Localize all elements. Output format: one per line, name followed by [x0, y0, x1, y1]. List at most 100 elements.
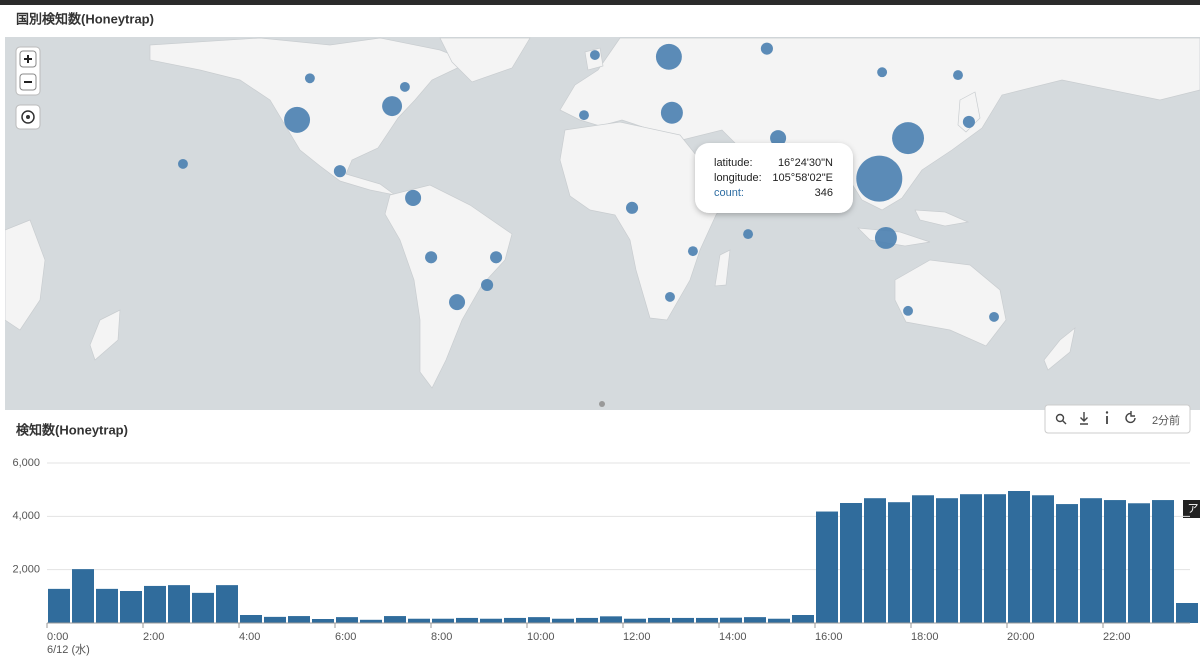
- bar: [216, 585, 238, 623]
- map-marker[interactable]: [405, 189, 422, 206]
- bar: [696, 617, 718, 623]
- tooltip-longitude-label: longitude:: [714, 172, 762, 184]
- map-marker[interactable]: [284, 106, 311, 133]
- map-marker[interactable]: [770, 130, 787, 147]
- download-icon[interactable]: [1080, 412, 1088, 425]
- bar: [192, 592, 214, 623]
- bar: [456, 617, 478, 623]
- map-marker[interactable]: [655, 43, 682, 70]
- y-tick-label: 2,000: [12, 564, 40, 576]
- chart-panel-title: 検知数(Honeytrap): [16, 422, 128, 437]
- map-marker[interactable]: [903, 305, 913, 316]
- bar: [168, 585, 190, 623]
- map-marker[interactable]: [760, 42, 773, 55]
- map-marker[interactable]: [178, 158, 188, 169]
- updated-time: 2分前: [1152, 413, 1180, 427]
- bar: [1032, 495, 1054, 623]
- x-tick-label: 14:00: [719, 631, 747, 643]
- scroll-dot: [599, 401, 605, 407]
- map-marker[interactable]: [989, 311, 999, 322]
- bar: [1128, 503, 1150, 623]
- bar: [264, 616, 286, 623]
- x-tick-label: 6:00: [335, 631, 356, 643]
- bar: [768, 618, 790, 623]
- land: [5, 37, 1200, 389]
- x-tick-label: 16:00: [815, 631, 843, 643]
- toolbar-box: [1044, 404, 1191, 434]
- map-marker[interactable]: [953, 70, 963, 81]
- locate-icon-dot: [26, 115, 30, 119]
- map-marker[interactable]: [856, 155, 903, 202]
- x-sublabel: 6/12 (水): [47, 643, 90, 656]
- x-tick-label: 10:00: [527, 631, 555, 643]
- world-map[interactable]: latitude: 16°24'30"N longitude: 105°58'0…: [5, 37, 1200, 410]
- top-bar: [0, 0, 1200, 5]
- map-marker[interactable]: [877, 67, 888, 78]
- map-marker[interactable]: [333, 165, 346, 178]
- map-marker[interactable]: [874, 226, 897, 249]
- markers: [178, 42, 999, 322]
- map-panel-title: 国別検知数(Honeytrap): [16, 11, 154, 26]
- map-marker[interactable]: [579, 110, 589, 121]
- bar: [144, 585, 166, 623]
- bar: [384, 616, 406, 623]
- map-marker[interactable]: [382, 96, 403, 117]
- bar: [336, 617, 358, 623]
- map-marker[interactable]: [490, 251, 503, 264]
- bar: [600, 616, 622, 623]
- search-icon-handle: [1062, 420, 1067, 425]
- map-marker[interactable]: [665, 291, 675, 302]
- bar: [792, 615, 814, 623]
- x-tick-label: 4:00: [239, 631, 260, 643]
- map-marker[interactable]: [425, 251, 438, 264]
- map-marker[interactable]: [399, 81, 410, 92]
- map-marker[interactable]: [625, 201, 639, 214]
- bar: [288, 616, 310, 623]
- map-marker[interactable]: [660, 101, 683, 124]
- bar: [552, 618, 574, 623]
- bar: [984, 494, 1006, 623]
- bar: [576, 617, 598, 623]
- side-tab-label: ア: [1188, 503, 1199, 515]
- info-icon-dot: [1105, 411, 1109, 414]
- x-tick-label: 2:00: [143, 631, 164, 643]
- bar: [72, 569, 94, 623]
- bar: [1008, 491, 1030, 623]
- tooltip-longitude: 105°58'02"E: [772, 172, 833, 184]
- bar: [360, 619, 382, 623]
- tooltip-count-label: count:: [714, 187, 744, 199]
- y-tick-label: 6,000: [12, 457, 40, 469]
- bar-chart: 2,000 4,000 6,000 0:00 2:00 4:00 6:00 8:00 10:00…: [12, 457, 1198, 656]
- bar: [672, 617, 694, 623]
- tooltip-latitude: 16°24'30"N: [778, 157, 833, 169]
- map-marker[interactable]: [449, 294, 466, 311]
- tooltip-latitude-label: latitude:: [714, 157, 753, 169]
- map-marker[interactable]: [743, 229, 754, 240]
- x-tick-label: 22:00: [1103, 631, 1131, 643]
- bar: [864, 498, 886, 623]
- x-tick-label: 20:00: [1007, 631, 1035, 643]
- bar: [504, 617, 526, 623]
- bar: [1056, 504, 1078, 623]
- map-marker[interactable]: [892, 122, 925, 155]
- toolbar: 2分前: [1044, 404, 1191, 434]
- refresh-icon[interactable]: [1125, 411, 1136, 424]
- map-marker[interactable]: [304, 73, 315, 84]
- bar: [408, 618, 430, 623]
- map-marker[interactable]: [962, 115, 975, 128]
- map-marker[interactable]: [687, 246, 698, 257]
- search-icon[interactable]: [1055, 413, 1065, 423]
- bar: [912, 495, 934, 623]
- tooltip-box: [695, 143, 853, 213]
- y-tick-label: 4,000: [12, 510, 40, 522]
- side-tab[interactable]: [1183, 500, 1200, 518]
- bar: [720, 617, 742, 623]
- map-marker[interactable]: [589, 50, 600, 60]
- bar: [936, 498, 958, 623]
- bar: [624, 618, 646, 623]
- map-marker[interactable]: [481, 278, 494, 292]
- bar: [1152, 500, 1174, 623]
